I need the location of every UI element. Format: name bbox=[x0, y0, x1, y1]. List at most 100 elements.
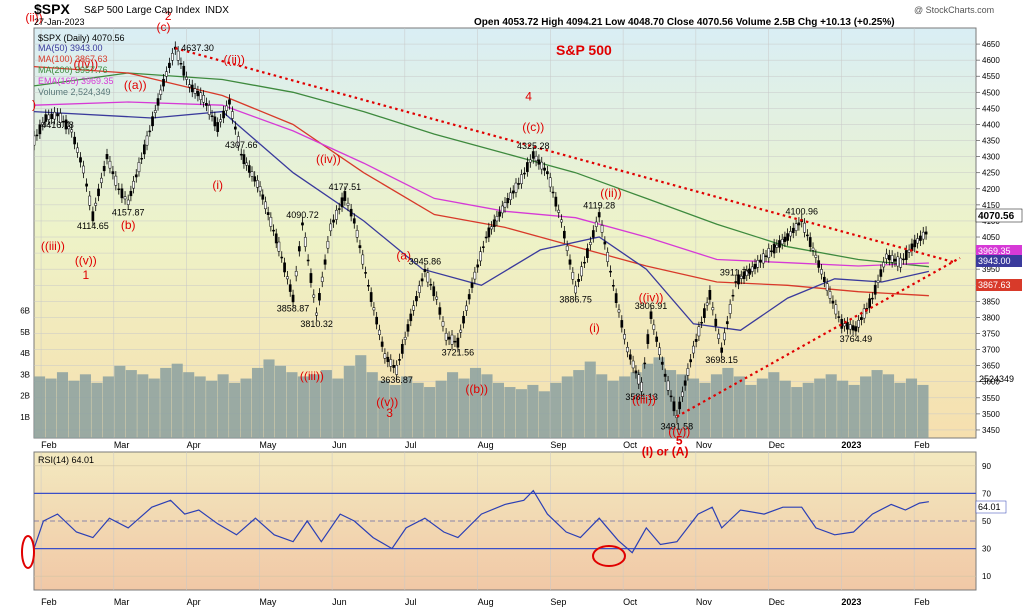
candle-body bbox=[301, 222, 304, 226]
candle-body bbox=[400, 344, 404, 354]
candle-body bbox=[444, 332, 448, 341]
candle-body bbox=[893, 258, 897, 262]
candle-body bbox=[626, 347, 629, 353]
candle-body bbox=[694, 339, 698, 342]
candle-body bbox=[511, 190, 515, 194]
volume-bar bbox=[79, 374, 91, 438]
candle-body bbox=[783, 236, 787, 242]
candle-body bbox=[756, 260, 760, 268]
candle-body bbox=[462, 315, 465, 324]
volume-bar bbox=[814, 378, 826, 438]
chart-date: 27-Jan-2023 bbox=[34, 17, 85, 27]
candle-body bbox=[185, 76, 188, 80]
volume-bar bbox=[412, 382, 424, 438]
candle-body bbox=[808, 237, 812, 247]
price-label: 4637.30 bbox=[181, 43, 214, 53]
candle-body bbox=[329, 223, 333, 232]
candle-body bbox=[123, 196, 127, 200]
badge-ma50: 3943.00 bbox=[978, 256, 1011, 266]
legend-ma50: MA(50) 3943.00 bbox=[38, 43, 103, 53]
candle-body bbox=[609, 270, 612, 273]
candle-body bbox=[772, 243, 776, 254]
candle-body bbox=[623, 334, 626, 340]
price-label: 4090.72 bbox=[286, 210, 319, 220]
candle-body bbox=[85, 183, 88, 187]
candle-body bbox=[646, 334, 650, 344]
candle-body bbox=[711, 307, 715, 311]
volume-bar bbox=[137, 374, 149, 438]
candle-body bbox=[79, 157, 82, 163]
candle-body bbox=[761, 253, 765, 264]
candle-body bbox=[921, 231, 925, 240]
candle-body bbox=[129, 190, 133, 197]
candle-body bbox=[843, 323, 846, 327]
candle-body bbox=[326, 240, 330, 249]
candle-body bbox=[520, 174, 523, 185]
volume-bar bbox=[332, 378, 344, 438]
candle-body bbox=[114, 175, 118, 186]
candle-body bbox=[594, 221, 598, 227]
volume-bar bbox=[905, 378, 918, 438]
candle-body bbox=[162, 78, 165, 87]
candle-body bbox=[239, 153, 243, 156]
candle-body bbox=[526, 162, 529, 172]
candle-body bbox=[896, 256, 900, 267]
candle-body bbox=[591, 230, 595, 238]
candle-body bbox=[600, 225, 604, 233]
candle-body bbox=[323, 259, 327, 265]
candle-body bbox=[837, 316, 841, 318]
price-label: 3886.75 bbox=[559, 295, 592, 305]
candle-body bbox=[899, 257, 902, 268]
candle-body bbox=[540, 161, 544, 170]
volume-bar bbox=[676, 374, 688, 438]
candle-body bbox=[577, 279, 580, 282]
wave-label: ((iii)) bbox=[41, 239, 65, 253]
candle-body bbox=[683, 380, 687, 386]
volume-bar bbox=[481, 374, 493, 438]
volume-bar bbox=[148, 378, 160, 438]
candle-body bbox=[885, 253, 888, 259]
wave-label: ((a)) bbox=[124, 78, 147, 92]
volume-bar bbox=[871, 370, 883, 438]
candle-body bbox=[205, 102, 208, 106]
candle-body bbox=[634, 370, 638, 374]
candle-body bbox=[193, 88, 197, 94]
volume-bar bbox=[894, 382, 906, 438]
candle-body bbox=[919, 235, 922, 241]
candle-body bbox=[723, 332, 726, 341]
volume-bar bbox=[447, 372, 459, 438]
candle-body bbox=[395, 364, 399, 375]
candle-body bbox=[916, 238, 919, 244]
candle-body bbox=[132, 180, 135, 189]
candle-body bbox=[261, 194, 265, 200]
candle-body bbox=[277, 241, 281, 252]
candle-body bbox=[182, 65, 186, 76]
price-label: 4119.28 bbox=[583, 201, 615, 211]
candle-body bbox=[67, 126, 71, 130]
candle-body bbox=[589, 242, 592, 245]
legend-volume: Volume 2,524,349 bbox=[38, 87, 111, 97]
candle-body bbox=[105, 154, 109, 160]
ma50-line bbox=[34, 110, 930, 331]
candle-body bbox=[441, 321, 445, 327]
candle-body bbox=[264, 201, 267, 210]
candle-body bbox=[64, 119, 68, 130]
candle-body bbox=[91, 211, 95, 222]
candle-body bbox=[660, 361, 664, 365]
candle-body bbox=[628, 354, 632, 360]
price-label: 4100.96 bbox=[785, 207, 818, 217]
volume-tick-label: 3B bbox=[20, 370, 30, 379]
candle-body bbox=[403, 336, 407, 340]
candle-body bbox=[361, 254, 365, 265]
volume-bar bbox=[504, 387, 516, 438]
candle-body bbox=[794, 223, 798, 231]
x-tick-label: Sep bbox=[550, 440, 566, 450]
candle-body bbox=[386, 356, 390, 363]
volume-bar bbox=[619, 376, 631, 438]
wave-label: (a) bbox=[396, 249, 411, 263]
candle-body bbox=[637, 374, 641, 385]
volume-bar bbox=[91, 382, 103, 438]
candle-body bbox=[854, 326, 858, 332]
candle-body bbox=[692, 345, 695, 354]
rsi-tick-label: 10 bbox=[982, 572, 991, 581]
